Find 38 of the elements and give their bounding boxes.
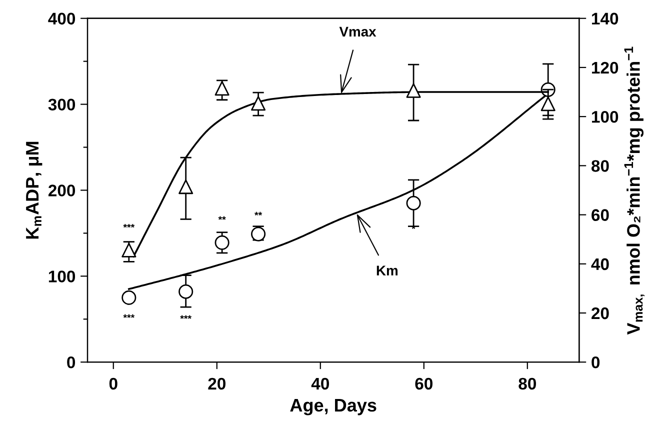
point xyxy=(406,196,421,210)
x-tick-label: 0 xyxy=(109,378,118,390)
y2-tick-label: 60 xyxy=(592,209,609,221)
annotation: *** xyxy=(123,314,135,318)
x-axis-title: Age, Days xyxy=(290,399,376,416)
y2-tick-label: 140 xyxy=(592,12,618,25)
x-tick-label: 80 xyxy=(518,378,536,390)
y2-tick-label: 80 xyxy=(591,160,609,172)
point xyxy=(214,81,230,96)
annotation: Km xyxy=(376,266,398,276)
y2-axis-title: V$_{max,}$ nmol O₂*min$^{−1}$*mg protein$^{−1}$ xyxy=(624,46,645,335)
y-tick-label: 300 xyxy=(48,98,76,111)
x-tick-label: 60 xyxy=(415,378,432,390)
y2-tick-label: 100 xyxy=(592,110,618,123)
point xyxy=(122,290,136,305)
y-axis-title: K$_{m}$ADP, μM xyxy=(26,142,42,239)
y-tick-label: 100 xyxy=(48,270,76,282)
y-tick-label: 400 xyxy=(48,12,76,25)
point xyxy=(122,242,136,258)
point xyxy=(251,96,266,111)
y-tick-label: 200 xyxy=(48,184,76,196)
y2-tick-label: 120 xyxy=(592,62,618,74)
y2-tick-label: 0 xyxy=(592,356,600,368)
x-tick-label: 20 xyxy=(208,378,226,390)
point xyxy=(178,180,194,194)
y-tick-label: 0 xyxy=(67,356,76,368)
annotation: ** xyxy=(218,216,226,220)
annotation: *** xyxy=(180,315,192,319)
y2-tick-label: 40 xyxy=(591,258,609,270)
annotation: *** xyxy=(123,224,135,228)
annotation: ** xyxy=(254,212,262,216)
point xyxy=(406,83,421,98)
y2-tick-label: 20 xyxy=(592,307,609,320)
point xyxy=(540,96,556,112)
point xyxy=(214,235,230,250)
point xyxy=(178,284,194,299)
x-tick-label: 40 xyxy=(311,378,329,390)
annotation: Vmax xyxy=(339,26,376,37)
